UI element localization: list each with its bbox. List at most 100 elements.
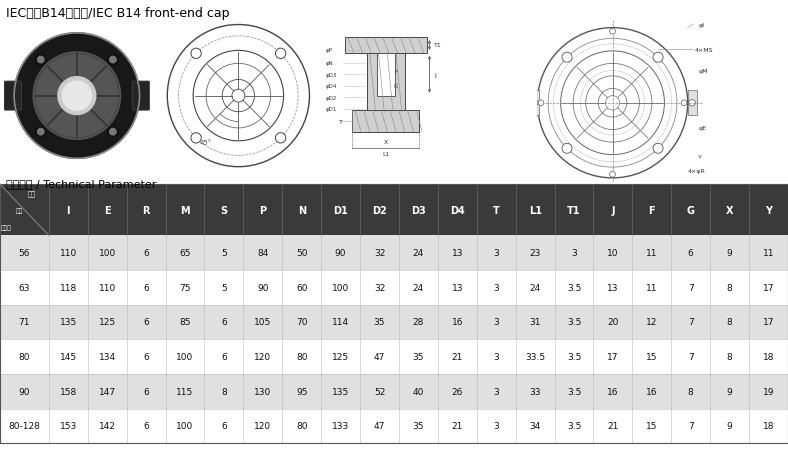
Text: 158: 158: [60, 387, 77, 396]
Text: 35: 35: [374, 318, 385, 327]
Text: 100: 100: [177, 421, 194, 430]
Text: 5: 5: [221, 249, 227, 258]
Text: 147: 147: [98, 387, 116, 396]
Text: S: S: [221, 205, 228, 215]
Circle shape: [38, 129, 44, 136]
Circle shape: [35, 127, 46, 138]
Circle shape: [610, 30, 615, 35]
Text: 8: 8: [727, 352, 733, 361]
Text: 9: 9: [727, 387, 733, 396]
Text: F: F: [649, 205, 655, 215]
Text: 9: 9: [727, 421, 733, 430]
Text: φI: φI: [698, 22, 704, 28]
Text: 技术参数 / Technical Parameter: 技术参数 / Technical Parameter: [6, 178, 157, 188]
Text: 11: 11: [646, 249, 658, 258]
Text: 5: 5: [221, 283, 227, 292]
Text: 34: 34: [530, 421, 541, 430]
Text: 114: 114: [332, 318, 349, 327]
Text: 33.5: 33.5: [525, 352, 545, 361]
Text: 16: 16: [608, 387, 619, 396]
Text: 11: 11: [646, 283, 658, 292]
Text: G: G: [687, 205, 695, 215]
Text: 6: 6: [143, 283, 149, 292]
Circle shape: [38, 57, 44, 64]
FancyBboxPatch shape: [4, 82, 21, 111]
Bar: [377, 54, 395, 97]
Text: 52: 52: [374, 387, 385, 396]
Text: 代号: 代号: [28, 190, 35, 197]
Text: φD4: φD4: [326, 84, 337, 89]
Text: 19: 19: [763, 387, 775, 396]
Text: 6: 6: [688, 249, 693, 258]
Circle shape: [191, 133, 201, 144]
Circle shape: [191, 49, 201, 60]
Text: 32: 32: [374, 249, 385, 258]
Circle shape: [610, 172, 615, 178]
Text: 4×MS: 4×MS: [695, 48, 713, 52]
Bar: [0, 374, 788, 409]
Text: 11: 11: [763, 249, 775, 258]
Text: 6: 6: [221, 421, 227, 430]
Circle shape: [276, 49, 286, 60]
Text: 118: 118: [60, 283, 77, 292]
Circle shape: [276, 133, 286, 144]
Circle shape: [14, 34, 139, 159]
Text: 7: 7: [688, 352, 693, 361]
Text: 4×φR: 4×φR: [688, 169, 705, 174]
Circle shape: [62, 82, 91, 111]
Text: IEC系列B14前端盖/IEC B14 front-end cap: IEC系列B14前端盖/IEC B14 front-end cap: [6, 7, 230, 20]
Text: 3: 3: [571, 249, 577, 258]
Text: 56: 56: [19, 249, 30, 258]
Text: 90: 90: [335, 249, 347, 258]
Text: 20: 20: [608, 318, 619, 327]
Text: 24: 24: [413, 249, 424, 258]
Text: φD2: φD2: [326, 96, 337, 100]
Bar: [0, 236, 788, 270]
Text: 28: 28: [413, 318, 424, 327]
Text: 3.5: 3.5: [567, 352, 582, 361]
Text: L1: L1: [382, 151, 389, 157]
Text: 机座号: 机座号: [1, 225, 12, 231]
Text: 35: 35: [413, 421, 424, 430]
Text: 105: 105: [255, 318, 271, 327]
Text: 31: 31: [530, 318, 541, 327]
Text: φD1: φD1: [326, 107, 337, 112]
Text: 80: 80: [19, 352, 30, 361]
Text: 8: 8: [727, 318, 733, 327]
Text: 80: 80: [296, 421, 307, 430]
Text: 80: 80: [296, 352, 307, 361]
Text: I: I: [66, 205, 70, 215]
Text: 142: 142: [98, 421, 116, 430]
Text: 32: 32: [374, 283, 385, 292]
Text: D1: D1: [333, 205, 348, 215]
Text: F: F: [395, 69, 397, 74]
Text: 6: 6: [143, 421, 149, 430]
Text: 18: 18: [763, 421, 775, 430]
Text: 40: 40: [413, 387, 424, 396]
Text: 3: 3: [493, 283, 499, 292]
Text: 84: 84: [257, 249, 269, 258]
Text: 8: 8: [221, 387, 227, 396]
Text: 133: 133: [332, 421, 349, 430]
Circle shape: [107, 55, 118, 66]
Text: X: X: [726, 205, 734, 215]
Text: 7: 7: [688, 421, 693, 430]
Text: 135: 135: [60, 318, 77, 327]
Circle shape: [653, 53, 663, 63]
Text: 3: 3: [493, 352, 499, 361]
Text: 6: 6: [143, 318, 149, 327]
Text: 50: 50: [296, 249, 307, 258]
Text: 13: 13: [608, 283, 619, 292]
Text: 7: 7: [688, 318, 693, 327]
Text: D2: D2: [372, 205, 387, 215]
Text: 3.5: 3.5: [567, 387, 582, 396]
Circle shape: [562, 53, 572, 63]
Text: R: R: [143, 205, 150, 215]
Text: 6: 6: [143, 249, 149, 258]
Text: 21: 21: [452, 352, 463, 361]
Text: 63: 63: [19, 283, 30, 292]
Text: D3: D3: [411, 205, 426, 215]
Text: 18: 18: [763, 352, 775, 361]
Text: 23: 23: [530, 249, 541, 258]
Text: 3: 3: [493, 387, 499, 396]
